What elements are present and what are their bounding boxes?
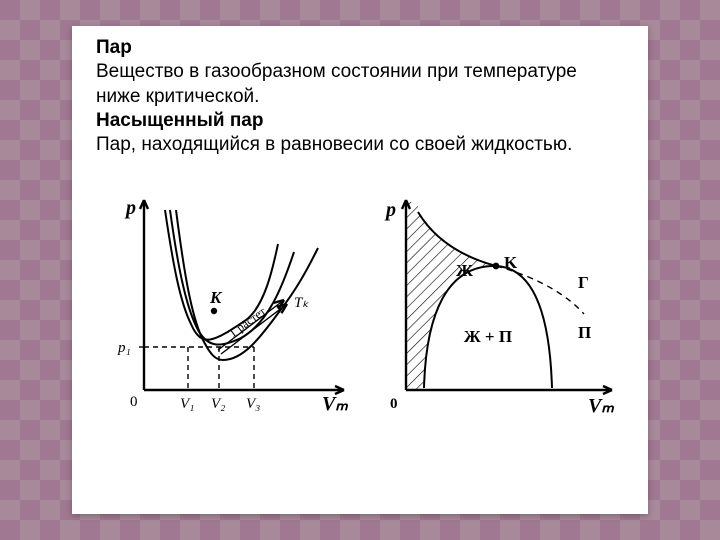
definition-saturated: Пар, находящийся в равновесии со своей ж… xyxy=(96,133,624,157)
svg-text:Ж: Ж xyxy=(456,261,473,280)
pv-isotherms-chart: pVₘ0p₁V₁V₂V₃KTₖT растет xyxy=(96,192,356,422)
svg-text:Г: Г xyxy=(578,273,589,292)
definition-par: Вещество в газообразном состоянии при те… xyxy=(96,60,624,109)
svg-text:Vₘ: Vₘ xyxy=(322,393,348,415)
svg-text:V₂: V₂ xyxy=(211,396,225,412)
heading-par: Пар xyxy=(96,36,624,60)
svg-text:П: П xyxy=(578,323,591,342)
svg-text:Ж + П: Ж + П xyxy=(464,327,512,346)
phase-diagram-chart: p Vₘ 0 K Ж Г Ж + П П xyxy=(364,192,624,422)
content-card: Пар Вещество в газообразном состоянии пр… xyxy=(72,26,648,514)
svg-text:p₁: p₁ xyxy=(117,340,131,356)
svg-text:V₁: V₁ xyxy=(180,396,194,412)
svg-text:K: K xyxy=(504,253,518,272)
figures-row: pVₘ0p₁V₁V₂V₃KTₖT растет pVₘ0KЖГЖ + ПП xyxy=(96,192,624,422)
svg-text:V₃: V₃ xyxy=(246,396,260,412)
svg-text:p: p xyxy=(384,199,396,221)
heading-saturated: Насыщенный пар xyxy=(96,109,624,133)
svg-text:Vₘ: Vₘ xyxy=(588,395,614,417)
svg-text:Tₖ: Tₖ xyxy=(294,295,309,311)
svg-text:K: K xyxy=(209,288,223,307)
svg-text:p: p xyxy=(124,197,136,219)
svg-text:0: 0 xyxy=(130,394,138,410)
svg-text:0: 0 xyxy=(390,396,398,412)
